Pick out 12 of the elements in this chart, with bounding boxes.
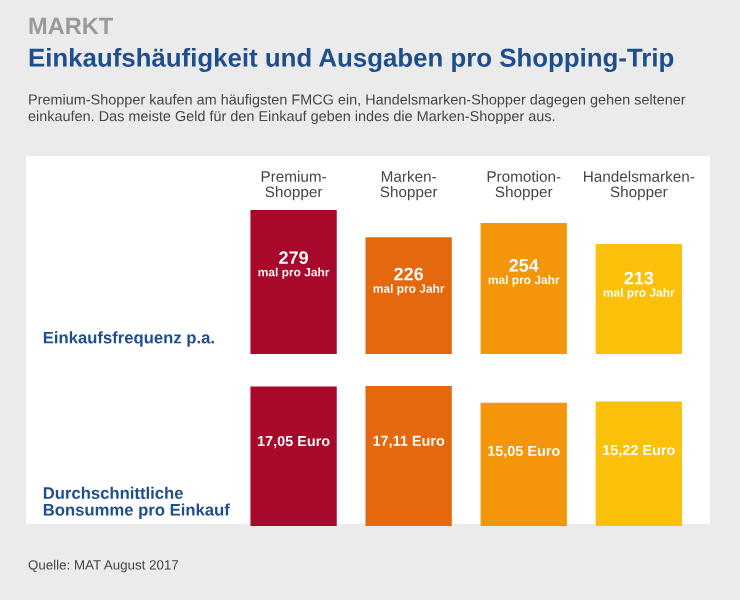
bar bbox=[250, 386, 337, 526]
bar bbox=[250, 210, 337, 354]
bar bbox=[365, 237, 452, 354]
y-axis-title: Durchschnittliche Bonsumme pro Einkauf bbox=[43, 486, 230, 519]
y-axis-title: Einkaufsfrequenz p.a. bbox=[43, 331, 214, 347]
bar bbox=[480, 402, 567, 526]
bar bbox=[365, 386, 452, 526]
chart-title: Einkaufshäufigkeit und Ausgaben pro Shopping-Trip bbox=[29, 47, 674, 73]
bar bbox=[480, 222, 567, 354]
text: MARKT bbox=[29, 17, 113, 35]
bar bbox=[595, 244, 682, 354]
bar bbox=[595, 401, 682, 526]
